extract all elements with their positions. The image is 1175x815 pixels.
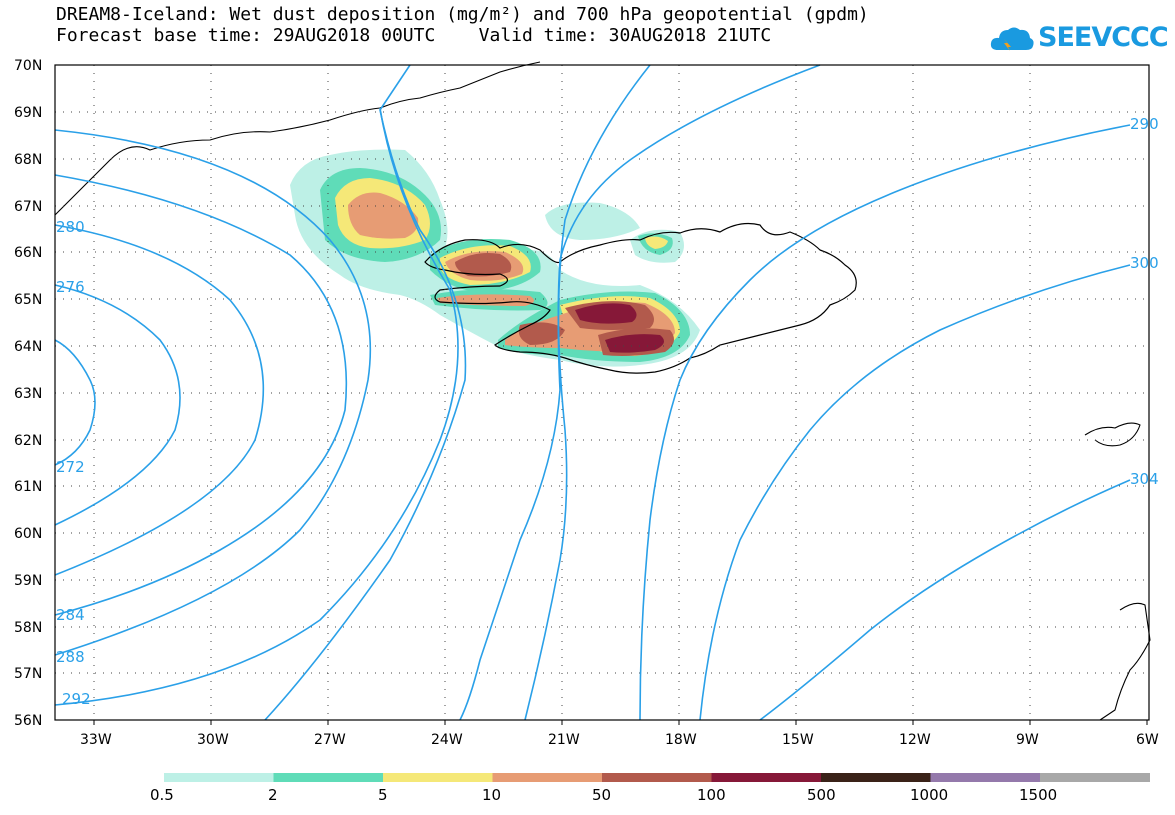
lat-label: 67N: [14, 199, 42, 215]
dust-area-brown-2: [518, 322, 565, 345]
lon-label: 33W: [80, 732, 112, 748]
title-line-1: DREAM8-Iceland: Wet dust deposition (mg/…: [56, 4, 869, 25]
contour-label: 300: [1130, 254, 1159, 272]
logo-text: SEEVCCC: [1038, 22, 1169, 53]
geopotential-contours: [54, 64, 1131, 721]
lon-label: 15W: [782, 732, 814, 748]
lat-label: 66N: [14, 245, 42, 261]
contour-label: 280: [56, 218, 85, 236]
lon-label: 9W: [1016, 732, 1039, 748]
dust-area-darkred: [575, 303, 637, 324]
contour-label: 304: [1130, 470, 1159, 488]
contour-line: [54, 224, 265, 576]
contour-label: 276: [56, 278, 85, 296]
title-line-2: Forecast base time: 29AUG2018 00UTC Vali…: [56, 25, 772, 46]
lat-label: 69N: [14, 105, 42, 121]
lat-label: 64N: [14, 339, 42, 355]
contour-line: [759, 479, 1131, 721]
lon-label: 27W: [314, 732, 346, 748]
lat-label: 62N: [14, 433, 42, 449]
contour-label: 292: [62, 690, 91, 708]
lat-label: 58N: [14, 620, 42, 636]
dust-area-yellow-4: [645, 236, 668, 249]
latitude-labels: 70N 69N 68N 67N 66N 65N 64N 63N 62N 61N …: [14, 58, 42, 729]
longitude-labels: 33W 30W 27W 24W 21W 18W 15W 12W 9W 6W: [80, 732, 1159, 748]
lon-label: 24W: [431, 732, 463, 748]
contour-label: 272: [56, 458, 85, 476]
greenland-coastline: [54, 61, 541, 216]
lat-label: 60N: [14, 526, 42, 542]
contour-line: [699, 264, 1131, 721]
contour-line: [459, 64, 651, 721]
contour-label: 290: [1130, 115, 1159, 133]
cloud-icon: [990, 27, 1034, 51]
contour-line: [264, 64, 467, 721]
dust-area-darkred-2: [605, 334, 664, 353]
lat-label: 57N: [14, 666, 42, 682]
graticule: [55, 65, 1149, 720]
tick-marks: [93, 720, 1148, 725]
faroe-shetland-coastline: [1084, 422, 1151, 721]
contour-line: [54, 339, 96, 466]
lat-label: 56N: [14, 713, 42, 729]
dust-area-orange: [348, 192, 419, 239]
dust-deposition-areas: [290, 149, 700, 367]
contour-line: [524, 64, 821, 721]
contour-line: [54, 284, 181, 526]
lon-label: 6W: [1136, 732, 1159, 748]
lat-label: 59N: [14, 573, 42, 589]
dust-area-lowest-north: [545, 202, 640, 240]
contour-label: 284: [56, 606, 85, 624]
seevccc-logo: SEEVCCC: [990, 22, 1169, 53]
map-frame: [54, 64, 1150, 721]
contour-line: [54, 107, 459, 706]
iceland-coastline: [424, 222, 857, 374]
lat-label: 65N: [14, 292, 42, 308]
lat-label: 63N: [14, 386, 42, 402]
contour-line: [639, 124, 1131, 721]
lat-label: 70N: [14, 58, 42, 74]
contour-labels: 290 280 276 272 284 288 292 300 304: [56, 115, 1159, 708]
lon-label: 30W: [197, 732, 229, 748]
lon-label: 21W: [548, 732, 580, 748]
contour-line: [54, 129, 372, 656]
lon-label: 18W: [665, 732, 697, 748]
contour-label: 288: [56, 648, 85, 666]
dust-area-brown: [455, 253, 512, 277]
lon-label: 12W: [899, 732, 931, 748]
contour-line: [54, 174, 348, 616]
lat-label: 61N: [14, 479, 42, 495]
lat-label: 68N: [14, 152, 42, 168]
map-title: DREAM8-Iceland: Wet dust deposition (mg/…: [56, 4, 869, 46]
